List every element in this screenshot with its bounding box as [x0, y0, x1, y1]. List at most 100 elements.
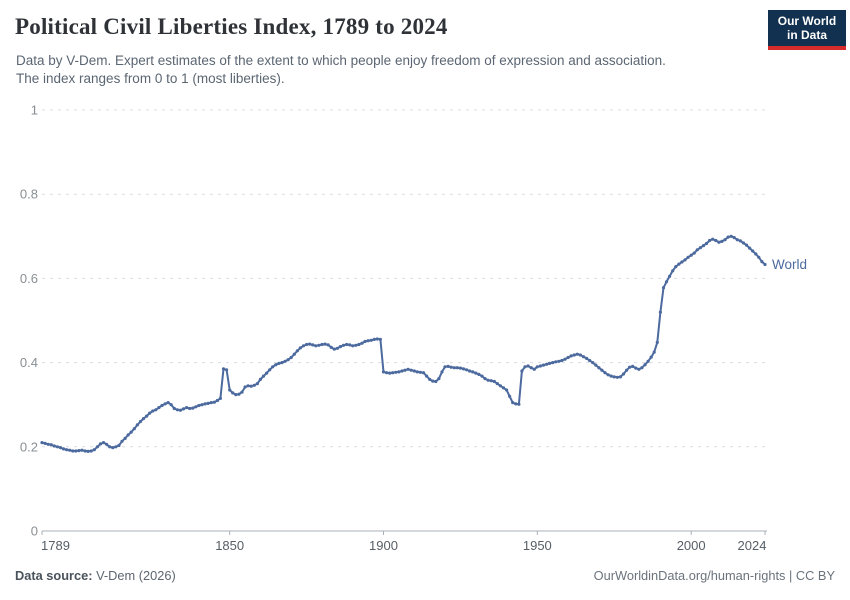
data-point-marker[interactable] — [221, 367, 226, 371]
data-point-marker[interactable] — [338, 345, 342, 349]
data-point-marker[interactable] — [323, 342, 327, 346]
data-point-marker[interactable] — [178, 408, 182, 412]
data-point-marker[interactable] — [345, 342, 349, 347]
data-point-marker[interactable] — [726, 235, 730, 239]
data-point-marker[interactable] — [160, 403, 164, 408]
data-point-marker[interactable] — [101, 441, 106, 445]
data-point-marker[interactable] — [754, 252, 758, 256]
data-point-marker[interactable] — [674, 265, 678, 269]
data-point-marker[interactable] — [751, 249, 755, 253]
data-point-marker[interactable] — [501, 386, 506, 390]
data-point-marker[interactable] — [397, 370, 401, 374]
data-point-marker[interactable] — [65, 448, 69, 452]
data-point-marker[interactable] — [748, 246, 752, 250]
data-point-marker[interactable] — [551, 361, 555, 365]
data-point-marker[interactable] — [649, 355, 653, 359]
data-point-marker[interactable] — [409, 368, 413, 372]
data-point-marker[interactable] — [369, 338, 373, 342]
data-point-marker[interactable] — [265, 371, 269, 375]
data-point-marker[interactable] — [381, 370, 386, 374]
data-point-marker[interactable] — [686, 255, 690, 259]
data-point-marker[interactable] — [92, 448, 96, 452]
data-point-marker[interactable] — [400, 369, 404, 373]
data-point-marker[interactable] — [305, 342, 309, 347]
data-point-marker[interactable] — [591, 361, 595, 365]
data-point-marker[interactable] — [77, 449, 81, 453]
data-point-marker[interactable] — [465, 368, 469, 372]
data-point-marker[interactable] — [394, 370, 398, 374]
data-point-marker[interactable] — [578, 353, 583, 357]
data-point-marker[interactable] — [148, 411, 152, 415]
data-point-marker[interactable] — [209, 401, 213, 405]
data-point-marker[interactable] — [105, 442, 109, 446]
data-point-marker[interactable] — [89, 449, 93, 453]
data-point-marker[interactable] — [311, 343, 315, 347]
data-point-marker[interactable] — [495, 382, 499, 386]
data-point-marker[interactable] — [375, 337, 379, 341]
data-point-marker[interactable] — [637, 367, 641, 371]
data-point-marker[interactable] — [455, 366, 459, 370]
data-point-marker[interactable] — [231, 391, 235, 395]
data-point-marker[interactable] — [732, 236, 736, 240]
data-point-marker[interactable] — [46, 442, 50, 446]
data-point-marker[interactable] — [458, 366, 462, 370]
data-point-marker[interactable] — [206, 401, 210, 405]
data-point-marker[interactable] — [680, 260, 684, 264]
data-point-marker[interactable] — [634, 366, 638, 370]
data-point-marker[interactable] — [332, 347, 336, 351]
data-point-marker[interactable] — [252, 383, 256, 387]
data-point-marker[interactable] — [511, 401, 515, 405]
data-point-marker[interactable] — [523, 365, 527, 369]
data-point-marker[interactable] — [240, 390, 244, 394]
data-point-marker[interactable] — [385, 371, 389, 375]
data-point-marker[interactable] — [588, 358, 592, 363]
data-point-marker[interactable] — [600, 368, 604, 372]
data-point-marker[interactable] — [415, 370, 419, 374]
data-point-marker[interactable] — [154, 408, 158, 412]
data-point-marker[interactable] — [151, 409, 155, 413]
data-point-marker[interactable] — [431, 379, 435, 383]
data-point-marker[interactable] — [292, 352, 296, 356]
data-point-marker[interactable] — [341, 343, 346, 347]
data-point-marker[interactable] — [714, 238, 718, 243]
data-point-marker[interactable] — [61, 447, 66, 451]
data-point-marker[interactable] — [492, 379, 496, 384]
data-point-marker[interactable] — [548, 361, 552, 365]
data-point-marker[interactable] — [449, 365, 453, 369]
credit-link[interactable]: OurWorldinData.org/human-rights | CC BY — [593, 568, 835, 583]
data-point-marker[interactable] — [197, 403, 201, 408]
data-point-marker[interactable] — [114, 445, 118, 449]
data-point-marker[interactable] — [274, 363, 278, 367]
data-point-marker[interactable] — [138, 419, 143, 424]
data-point-marker[interactable] — [535, 365, 539, 369]
data-point-marker[interactable] — [203, 402, 207, 406]
data-point-marker[interactable] — [55, 445, 60, 449]
data-point-marker[interactable] — [320, 342, 324, 347]
data-point-marker[interactable] — [440, 370, 444, 374]
data-point-marker[interactable] — [52, 444, 56, 448]
data-point-marker[interactable] — [218, 396, 222, 400]
data-point-marker[interactable] — [692, 251, 696, 255]
data-point-marker[interactable] — [357, 342, 361, 347]
data-point-marker[interactable] — [434, 379, 438, 384]
data-point-marker[interactable] — [618, 375, 623, 379]
data-point-marker[interactable] — [671, 269, 675, 273]
data-point-marker[interactable] — [683, 258, 687, 262]
data-point-marker[interactable] — [514, 402, 518, 406]
data-point-marker[interactable] — [49, 443, 53, 447]
data-point-marker[interactable] — [172, 406, 176, 411]
data-point-marker[interactable] — [391, 371, 395, 375]
data-point-marker[interactable] — [480, 374, 484, 378]
data-point-marker[interactable] — [474, 371, 478, 375]
data-point-marker[interactable] — [363, 339, 367, 344]
data-point-marker[interactable] — [421, 371, 426, 375]
data-point-marker[interactable] — [603, 371, 607, 375]
data-point-marker[interactable] — [508, 394, 512, 398]
data-point-marker[interactable] — [760, 260, 764, 264]
data-point-marker[interactable] — [517, 402, 521, 406]
data-point-marker[interactable] — [255, 382, 259, 386]
data-point-marker[interactable] — [708, 238, 712, 243]
world-series-line[interactable] — [41, 235, 766, 453]
data-point-marker[interactable] — [317, 343, 321, 347]
